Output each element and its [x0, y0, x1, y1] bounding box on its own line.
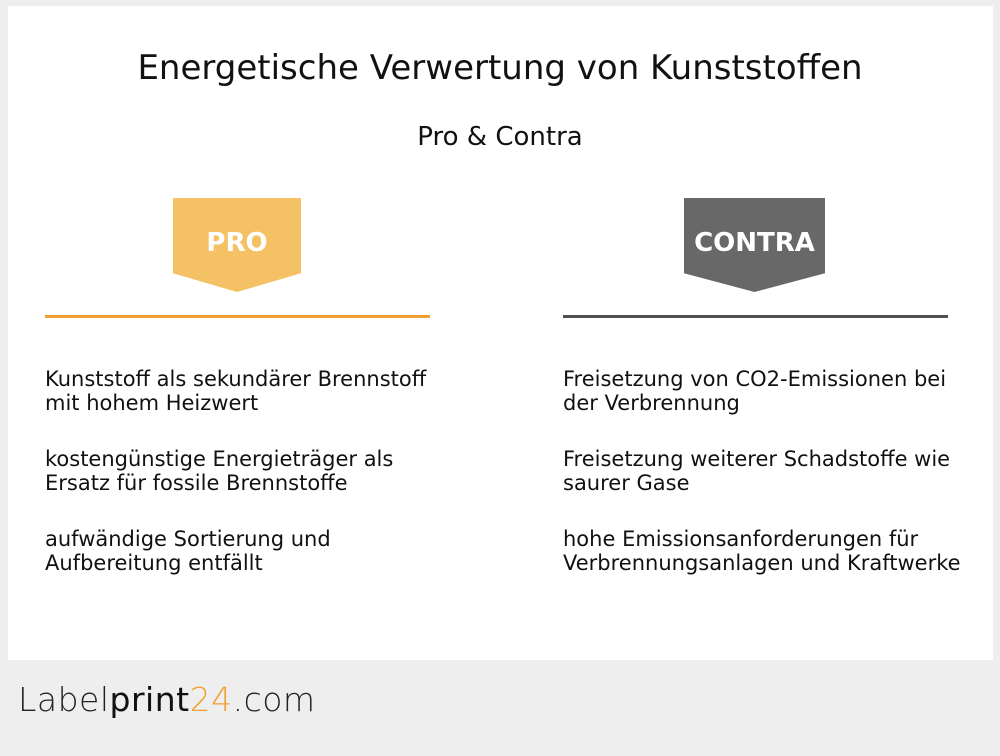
contra-divider — [563, 315, 948, 318]
contra-list: Freisetzung von CO2-Emissionen bei der V… — [563, 367, 963, 607]
pro-badge: PRO — [173, 198, 301, 292]
page-title: Energetische Verwertung von Kunststoffen — [137, 48, 863, 88]
pro-item: kostengünstige Energieträger als Ersatz … — [45, 447, 394, 495]
pro-item: aufwändige Sortierung und Aufbereitung e… — [45, 527, 331, 575]
pro-item: Kunststoff als sekundärer Brennstoff mit… — [45, 367, 427, 415]
contra-item: hohe Emissionsanforderungen für Verbrenn… — [563, 527, 961, 575]
labelprint24-logo: Labelprint24.com — [18, 680, 316, 719]
pro-divider — [45, 315, 430, 318]
contra-badge: CONTRA — [684, 198, 825, 292]
infographic-card — [8, 6, 993, 660]
logo-text: print — [109, 680, 190, 719]
logo-text: 24 — [189, 680, 233, 719]
pro-list: Kunststoff als sekundärer Brennstoff mit… — [45, 367, 445, 607]
logo-text: .com — [232, 680, 316, 719]
contra-item: Freisetzung weiterer Schadstoffe wie sau… — [563, 447, 951, 495]
contra-item: Freisetzung von CO2-Emissionen bei der V… — [563, 367, 947, 415]
logo-text: Label — [18, 680, 110, 719]
subtitle: Pro & Contra — [417, 122, 583, 152]
